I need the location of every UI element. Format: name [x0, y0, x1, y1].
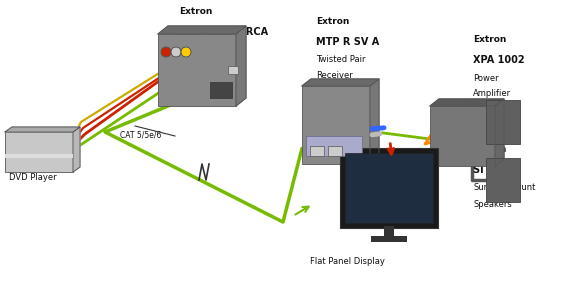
Text: Flat Panel Display: Flat Panel Display [310, 257, 385, 266]
Text: Twisted Pair: Twisted Pair [180, 45, 229, 55]
Polygon shape [302, 79, 379, 86]
Bar [210, 82, 232, 98]
Bar [345, 153, 433, 223]
Text: XPA 1002: XPA 1002 [473, 55, 525, 65]
Polygon shape [370, 79, 379, 164]
Bar [371, 236, 407, 242]
Bar [306, 136, 362, 156]
Text: CAT 5/5e/6: CAT 5/5e/6 [120, 131, 161, 140]
Text: Power: Power [473, 74, 499, 83]
Bar [486, 100, 520, 144]
Bar [228, 66, 238, 74]
Polygon shape [495, 99, 504, 166]
Text: Surface-mount: Surface-mount [473, 183, 535, 192]
Text: Transmitter: Transmitter [180, 61, 227, 70]
Circle shape [182, 48, 190, 56]
Polygon shape [236, 26, 246, 106]
Bar [310, 146, 324, 156]
Text: Extron: Extron [473, 145, 507, 154]
Bar [340, 148, 438, 228]
Bar [328, 146, 342, 156]
Text: Speakers: Speakers [473, 200, 512, 209]
Text: Extron: Extron [316, 17, 350, 26]
Circle shape [172, 48, 180, 56]
Text: MTP T SV A RCA: MTP T SV A RCA [180, 27, 268, 37]
Bar [384, 226, 394, 238]
Text: Receiver: Receiver [316, 71, 353, 80]
Circle shape [162, 48, 170, 56]
Polygon shape [158, 26, 246, 34]
Text: DVD Player: DVD Player [9, 173, 57, 182]
Bar [486, 158, 520, 202]
Text: Extron: Extron [473, 36, 507, 45]
Bar [5, 154, 73, 158]
Bar [158, 34, 236, 106]
Text: Extron: Extron [180, 7, 213, 16]
Bar [5, 132, 73, 172]
Bar [430, 106, 495, 166]
Bar [302, 86, 370, 164]
Text: MTP R SV A: MTP R SV A [316, 37, 380, 47]
Polygon shape [5, 127, 80, 132]
Polygon shape [73, 127, 80, 172]
Text: SI 28: SI 28 [473, 165, 500, 175]
Text: Amplifier: Amplifier [473, 89, 511, 99]
Text: Twisted Pair: Twisted Pair [316, 55, 366, 64]
Polygon shape [430, 99, 504, 106]
